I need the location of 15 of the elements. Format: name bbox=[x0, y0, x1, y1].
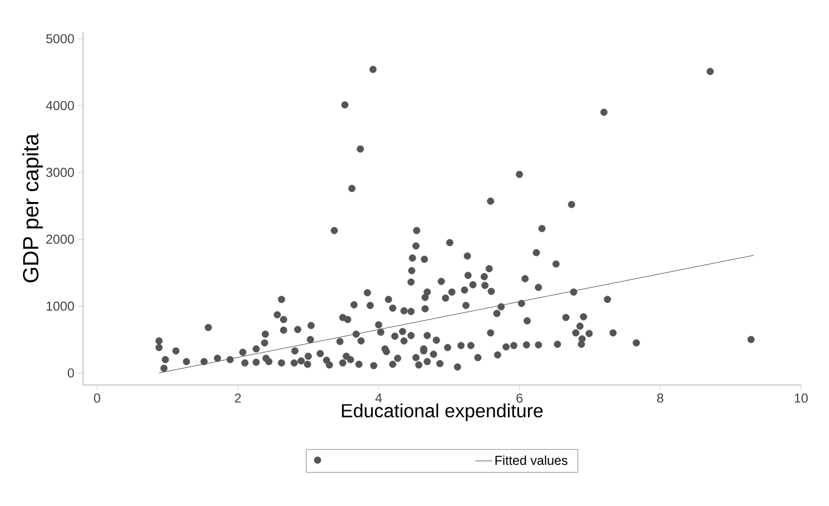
legend-label: Fitted values bbox=[496, 455, 568, 465]
y-tick-label: 3000 bbox=[46, 168, 74, 177]
y-tick-label: 1000 bbox=[46, 302, 74, 311]
x-tick-label: 2 bbox=[234, 394, 241, 403]
x-tick-label: 8 bbox=[657, 394, 664, 403]
y-axis-title: GDP per capita bbox=[22, 134, 43, 282]
x-axis-title: Educational expenditure bbox=[342, 404, 543, 422]
y-tick-label: 4000 bbox=[46, 100, 74, 110]
x-tick-label: 10 bbox=[794, 394, 808, 403]
y-tick-label: 0 bbox=[68, 368, 74, 378]
y-tick-label: 5000 bbox=[46, 34, 74, 44]
x-tick-label: 4 bbox=[375, 394, 382, 402]
x-tick-label: 0 bbox=[94, 394, 100, 403]
x-tick-label: 6 bbox=[516, 394, 522, 403]
y-tick-label: 2000 bbox=[46, 234, 74, 244]
